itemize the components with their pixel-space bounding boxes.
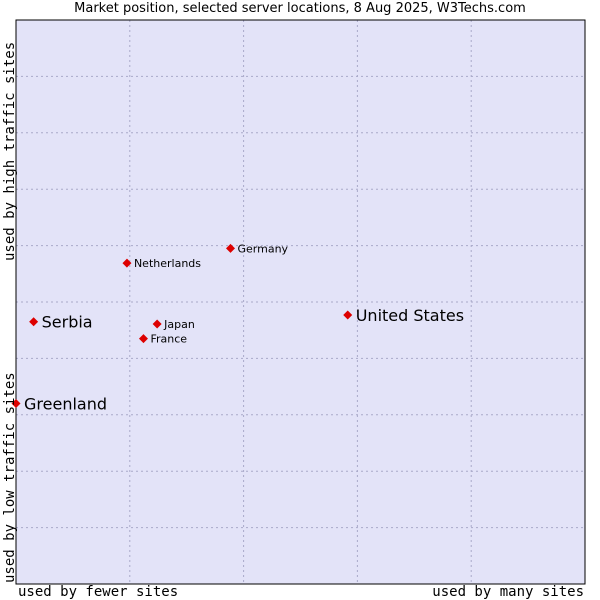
- point-marker: [152, 319, 162, 329]
- point-label: Japan: [163, 318, 195, 331]
- point-greenland: Greenland: [11, 395, 107, 414]
- point-serbia: Serbia: [29, 313, 93, 332]
- point-label: France: [150, 333, 187, 346]
- chart-title: Market position, selected server locatio…: [74, 1, 526, 16]
- grid-lines: [16, 20, 585, 584]
- point-marker: [11, 399, 21, 409]
- point-label: Netherlands: [134, 257, 201, 270]
- point-label: Greenland: [24, 395, 107, 414]
- point-marker: [226, 243, 236, 253]
- point-netherlands: Netherlands: [122, 257, 201, 270]
- plot-area: [16, 20, 585, 584]
- point-marker: [343, 310, 353, 320]
- y-axis-low-label: used by low traffic sites: [2, 372, 18, 583]
- plot-frame: [15, 19, 586, 585]
- point-marker: [29, 317, 39, 327]
- point-label: Germany: [238, 242, 289, 255]
- point-label: United States: [356, 306, 464, 325]
- point-label: Serbia: [42, 313, 93, 332]
- point-marker: [138, 334, 148, 344]
- point-germany: Germany: [226, 242, 289, 255]
- x-axis-low-label: used by fewer sites: [18, 584, 179, 600]
- data-points: United States Serbia Greenland Germany Nethe…: [11, 242, 464, 414]
- x-axis-high-label: used by many sites: [432, 584, 584, 600]
- point-japan: Japan: [152, 318, 195, 331]
- point-marker: [122, 258, 132, 268]
- y-axis-high-label: used by high traffic sites: [2, 41, 18, 261]
- point-france: France: [138, 333, 187, 346]
- point-united-states: United States: [343, 306, 464, 325]
